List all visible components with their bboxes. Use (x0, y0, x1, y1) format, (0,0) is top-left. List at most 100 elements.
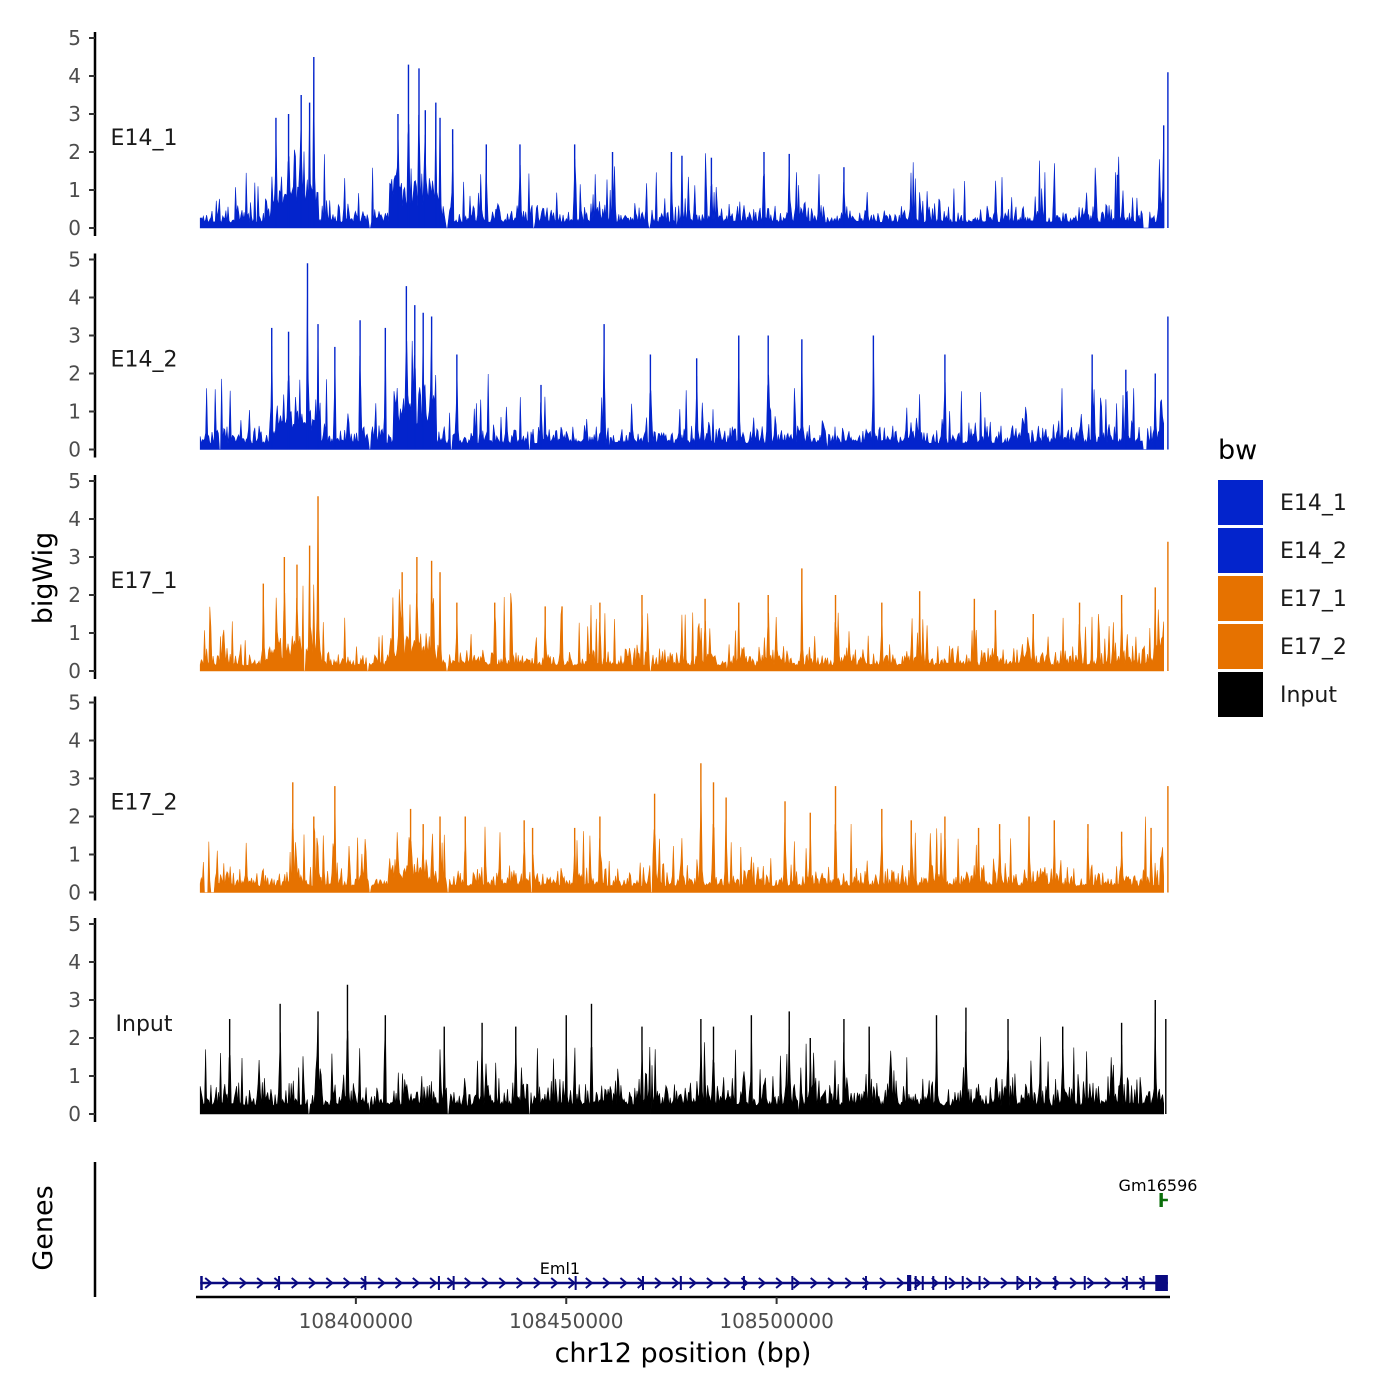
track-input: 0 1 2 3 4 5 Input (68, 912, 1167, 1126)
y-tick-label: 5 (68, 469, 81, 493)
track-e17-2: 0 1 2 3 4 5 E17_2 (68, 691, 1169, 905)
strand-arrow (567, 1277, 577, 1289)
strand-arrow (1138, 1277, 1147, 1289)
strand-arrow (706, 1277, 715, 1289)
exon (978, 1276, 981, 1290)
strand-arrow (671, 1277, 680, 1289)
signal-area (199, 795, 1164, 893)
exon (1029, 1276, 1032, 1290)
exon (932, 1276, 935, 1290)
legend-label: E14_1 (1280, 491, 1347, 516)
exon (914, 1276, 917, 1290)
strand-arrow (464, 1277, 473, 1289)
y-tick-label: 2 (68, 1026, 81, 1050)
strand-arrow (758, 1277, 767, 1289)
exon (1142, 1276, 1145, 1290)
strand-arrow (861, 1277, 871, 1289)
strand-arrow (1121, 1277, 1130, 1289)
exon (1054, 1276, 1057, 1290)
track-label: E17_1 (111, 569, 178, 594)
gene-label: Gm16596 (1119, 1176, 1198, 1195)
strand-arrow (308, 1277, 317, 1289)
y-tick-label: 0 (68, 438, 81, 462)
exon (1016, 1276, 1019, 1290)
y-tick-label: 5 (68, 248, 81, 272)
strand-arrow (273, 1277, 282, 1289)
legend-title: bw (1218, 435, 1257, 466)
strand-arrow (983, 1277, 992, 1289)
y-tick-label: 5 (68, 691, 81, 715)
strand-arrow (204, 1277, 213, 1289)
y-axis-title: bigWig (28, 532, 59, 625)
strand-arrow (619, 1277, 628, 1289)
legend-label: E14_2 (1280, 539, 1347, 564)
y-tick-label: 4 (68, 64, 81, 88)
strand-arrow (533, 1277, 542, 1289)
track-e17-1: 0 1 2 3 4 5 E17_1 (68, 469, 1169, 683)
track-label: E14_1 (111, 126, 178, 151)
x-tick-label: 108400000 (299, 1309, 414, 1333)
y-tick-label: 4 (68, 950, 81, 974)
y-tick-label: 5 (68, 26, 81, 50)
strand-arrow (1034, 1277, 1044, 1289)
exon (641, 1276, 644, 1290)
y-tick-label: 3 (68, 324, 81, 348)
strand-arrow (515, 1277, 525, 1289)
exon (364, 1276, 367, 1290)
legend-swatch (1218, 528, 1263, 573)
legend-label: Input (1280, 683, 1337, 708)
legend-label: E17_1 (1280, 587, 1347, 612)
exon (278, 1276, 281, 1290)
x-tick-label: 108450000 (509, 1309, 624, 1333)
legend-label: E17_2 (1280, 635, 1347, 660)
strand-arrow (585, 1277, 594, 1289)
y-tick-label: 0 (68, 659, 81, 683)
strand-arrow (688, 1277, 698, 1289)
strand-arrow (412, 1277, 421, 1289)
legend-swatch (1218, 480, 1263, 525)
strand-arrow (602, 1277, 611, 1289)
y-tick-label: 3 (68, 988, 81, 1012)
y-tick-label: 3 (68, 102, 81, 126)
exon (742, 1276, 745, 1290)
x-tick-label: 108500000 (719, 1309, 834, 1333)
y-tick-label: 2 (68, 362, 81, 386)
strand-arrow (239, 1277, 248, 1289)
track-label: Input (116, 1012, 173, 1037)
y-tick-label: 2 (68, 805, 81, 829)
strand-arrow (498, 1277, 507, 1289)
signal-area (199, 1012, 1164, 1115)
strand-arrow (360, 1277, 369, 1289)
strand-arrow (948, 1277, 957, 1289)
y-tick-label: 1 (68, 621, 81, 645)
strand-arrow (896, 1277, 905, 1289)
y-tick-label: 1 (68, 400, 81, 424)
strand-arrow (1104, 1277, 1113, 1289)
exon (907, 1275, 912, 1291)
strand-arrow (1017, 1277, 1026, 1289)
y-tick-label: 0 (68, 1102, 81, 1126)
gene-label: Eml1 (540, 1259, 580, 1278)
strand-arrow (723, 1277, 732, 1289)
strand-arrow (481, 1277, 490, 1289)
signal-tracks: 0 1 2 3 4 5 E14_1 0 1 2 3 4 5 E14_2 0 1 2 3 4 5 E17_1 0 1 2 3 4 5 E… (68, 26, 1169, 1126)
y-tick-label: 1 (68, 178, 81, 202)
exon (437, 1276, 440, 1290)
strand-arrow (1000, 1277, 1009, 1289)
exon (200, 1276, 203, 1290)
y-tick-label: 2 (68, 140, 81, 164)
track-label: E14_2 (111, 347, 178, 372)
y-tick-label: 3 (68, 767, 81, 791)
x-axis-title: chr12 position (bp) (555, 1338, 812, 1369)
legend-swatch (1218, 576, 1263, 621)
exon (1125, 1276, 1128, 1290)
y-tick-label: 1 (68, 843, 81, 867)
signal-area (199, 295, 1164, 450)
y-tick-label: 3 (68, 545, 81, 569)
exon (921, 1276, 924, 1290)
strand-arrow (377, 1277, 386, 1289)
strand-arrow (429, 1277, 438, 1289)
y-tick-label: 4 (68, 729, 81, 753)
track-e14-1: 0 1 2 3 4 5 E14_1 (68, 26, 1169, 240)
